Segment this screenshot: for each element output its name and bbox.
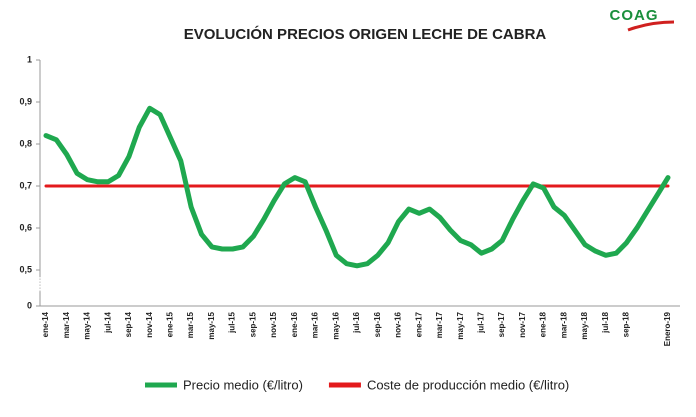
x-tick-label: mar-17 — [435, 311, 444, 338]
x-tick-label: jul-16 — [352, 311, 361, 333]
x-tick-label: mar-18 — [559, 311, 568, 338]
series-line — [43, 105, 671, 269]
x-tick-label: sep-18 — [622, 311, 631, 337]
x-tick-label: sep-15 — [248, 311, 257, 337]
y-tick-label: 0,6 — [19, 222, 32, 232]
y-tick-label: 0,8 — [19, 138, 32, 148]
x-tick-label: may-18 — [580, 311, 589, 339]
y-tick-label: 0 — [27, 300, 32, 310]
x-tick-label: jul-18 — [601, 311, 610, 333]
x-tick-label: ene-15 — [166, 311, 175, 337]
x-tick-label: mar-15 — [186, 311, 195, 338]
x-tick-label: may-17 — [456, 311, 465, 339]
x-tick-label: may-14 — [83, 311, 92, 339]
x-tick-label: nov-14 — [145, 311, 154, 337]
chart-title: EVOLUCIÓN PRECIOS ORIGEN LECHE DE CABRA — [184, 25, 547, 43]
x-tick-label: ene-17 — [414, 311, 423, 337]
x-tick-label: jul-15 — [228, 311, 237, 333]
y-tick-label: 0,7 — [19, 180, 32, 190]
x-tick-label: ene-14 — [41, 311, 50, 337]
x-tick-label: nov-15 — [269, 311, 278, 337]
x-tick-label: mar-16 — [311, 311, 320, 338]
logo-box — [598, 8, 670, 24]
y-tick-label: 0,9 — [19, 96, 32, 106]
logo: COAG — [598, 7, 675, 32]
y-tick-label: 0,5 — [19, 264, 32, 274]
y-tick-label: 1 — [27, 54, 32, 64]
x-tick-label: sep-16 — [373, 311, 382, 337]
x-tick-label: nov-17 — [518, 311, 527, 337]
x-tick-label: may-16 — [331, 311, 340, 339]
logo-text: COAG — [610, 7, 659, 24]
logo-swoosh — [627, 20, 675, 32]
x-tick-label: nov-16 — [394, 311, 403, 337]
x-tick-label: sep-14 — [124, 311, 133, 337]
legend-label: Precio medio (€/litro) — [183, 377, 303, 392]
x-tick-label: jul-17 — [477, 311, 486, 333]
x-tick-label: ene-16 — [290, 311, 299, 337]
x-tick-label: sep-17 — [497, 311, 506, 337]
x-tick-label: Enero-19 — [663, 311, 672, 346]
x-tick-label: may-15 — [207, 311, 216, 339]
legend-label: Coste de producción medio (€/litro) — [367, 377, 569, 392]
x-tick-label: ene-18 — [539, 311, 548, 337]
x-tick-label: jul-14 — [103, 311, 112, 333]
x-tick-label: mar-14 — [62, 311, 71, 338]
